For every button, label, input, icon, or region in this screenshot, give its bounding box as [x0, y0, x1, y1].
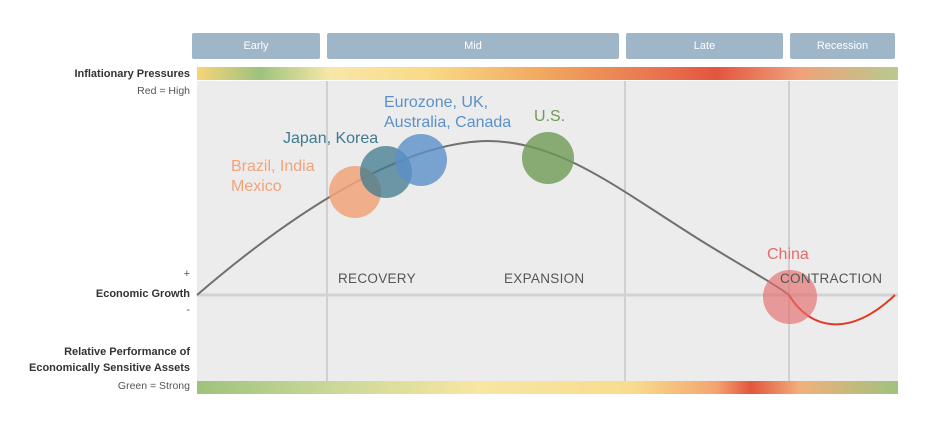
area-expansion: EXPANSION: [504, 271, 585, 286]
label-china: China: [767, 246, 809, 263]
label-us: U.S.: [534, 108, 566, 125]
phase-tab-recession: Recession: [790, 33, 895, 59]
phase-tab-mid: Mid: [327, 33, 619, 59]
bubble-us: [522, 132, 574, 184]
area-recovery: RECOVERY: [338, 271, 416, 286]
diagram-panel: [197, 81, 898, 381]
performance-title-line2: Economically Sensitive Assets: [29, 362, 190, 374]
growth-plus-sign: +: [183, 268, 190, 280]
inflation-heat-bar: [197, 67, 898, 80]
phase-tab-early: Early: [192, 33, 320, 59]
inflation-title: Inflationary Pressures: [74, 68, 190, 80]
growth-label: Economic Growth: [95, 288, 190, 300]
phase-tab-late: Late: [626, 33, 783, 59]
performance-title-line1: Relative Performance of: [64, 346, 190, 358]
bubble-china: [763, 270, 817, 324]
label-japan-korea: Japan, Korea: [283, 130, 379, 147]
growth-minus-sign: -: [186, 304, 190, 316]
performance-note: Green = Strong: [117, 380, 190, 392]
inflation-note: Red = High: [137, 85, 190, 97]
label-eurozone-uk-australia-canada: Eurozone, UK, Australia, Canada: [384, 94, 512, 131]
performance-heat-bar: [197, 381, 898, 394]
label-brazil-india-mexico: Brazil, India Mexico: [231, 158, 315, 195]
area-contraction: CONTRACTION: [780, 271, 883, 286]
bubble-eurozone-uk-australia-canada: [395, 134, 447, 186]
